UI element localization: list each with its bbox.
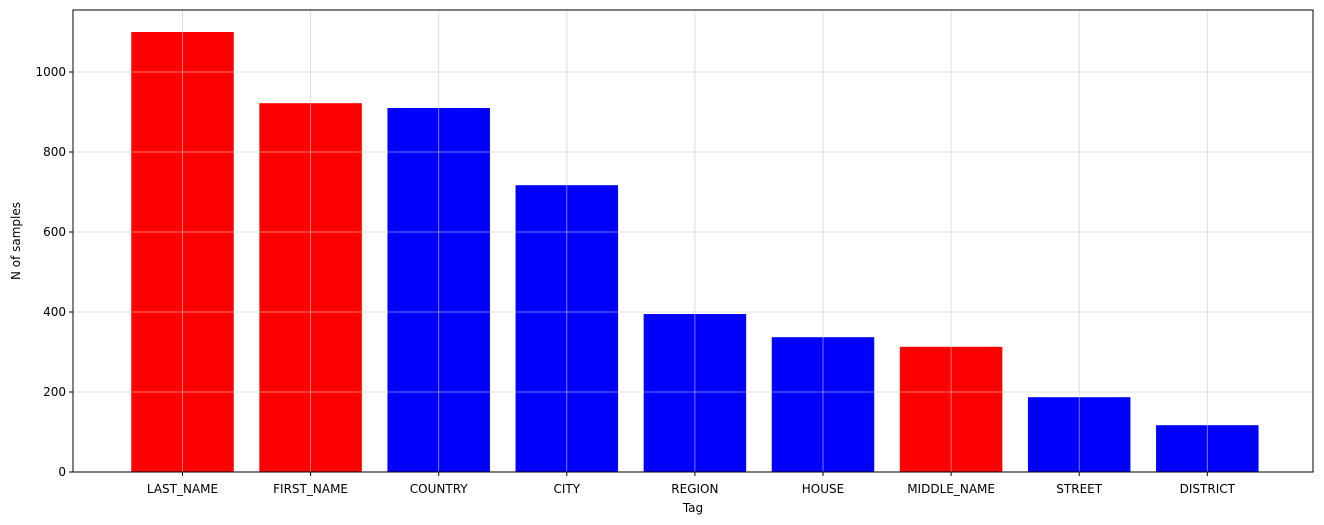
x-tick-label: STREET xyxy=(1056,482,1102,496)
plot-frame xyxy=(72,9,1314,473)
y-tick-label: 800 xyxy=(43,145,66,159)
x-axis: LAST_NAME FIRST_NAME COUNTRY CITY REGION HOUS… xyxy=(147,472,1236,496)
bars-layer xyxy=(73,10,1313,473)
x-tick-label: MIDDLE_NAME xyxy=(907,482,995,496)
y-tick-label: 1000 xyxy=(35,65,66,79)
y-axis-label: N of samples xyxy=(9,202,23,280)
x-tick-label: COUNTRY xyxy=(410,482,468,496)
x-tick-label: HOUSE xyxy=(802,482,844,496)
x-tick-label: CITY xyxy=(554,482,581,496)
y-tick-label: 0 xyxy=(58,465,66,479)
y-tick-label: 200 xyxy=(43,385,66,399)
y-axis: 0 200 400 600 800 1000 xyxy=(35,65,73,479)
x-tick-label: DISTRICT xyxy=(1180,482,1236,496)
x-axis-label: Tag xyxy=(682,501,703,515)
x-tick-label: LAST_NAME xyxy=(147,482,218,496)
x-tick-label: FIRST_NAME xyxy=(273,482,348,496)
y-tick-label: 400 xyxy=(43,305,66,319)
x-tick-label: REGION xyxy=(671,482,718,496)
y-tick-label: 600 xyxy=(43,225,66,239)
